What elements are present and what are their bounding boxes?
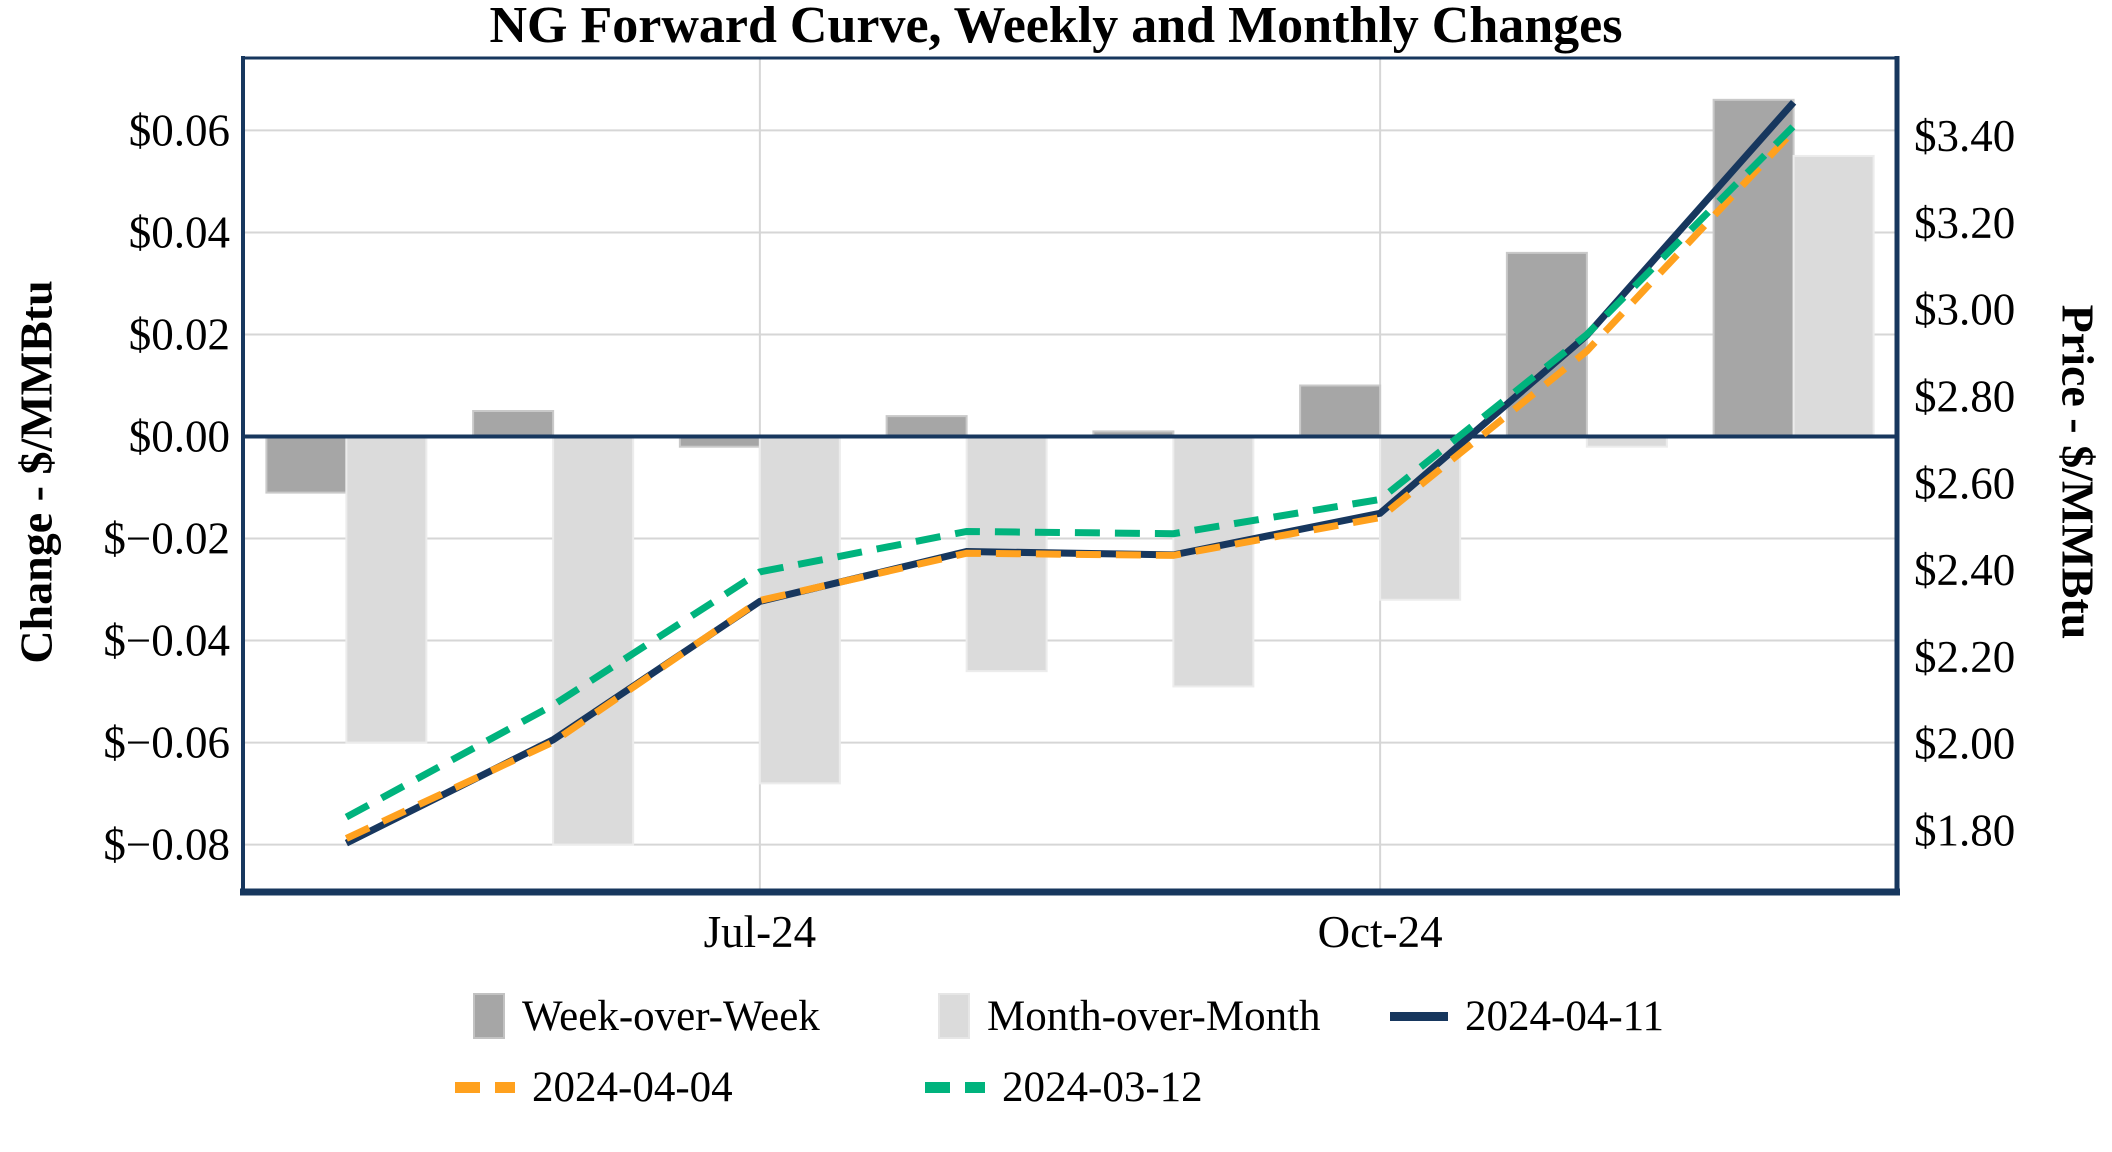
month-over-month-bar <box>1172 435 1255 688</box>
week-over-week-bar <box>1299 384 1382 438</box>
month-over-month-bar <box>1792 154 1875 438</box>
week-over-week-bar <box>885 415 968 438</box>
legend-label: Week-over-Week <box>522 992 820 1040</box>
left-axis-tick-label: $0.00 <box>129 412 230 462</box>
legend-item-month-over-month: Month-over-Month <box>938 991 1321 1041</box>
legend-item-2024-04-04: 2024-04-04 <box>455 1062 733 1112</box>
right-axis-tick-label: $1.80 <box>1914 806 2015 856</box>
x-axis-tick-label: Oct-24 <box>1318 907 1443 957</box>
legend-label: 2024-03-12 <box>1002 1063 1203 1111</box>
right-axis-tick-label: $2.40 <box>1914 545 2015 595</box>
legend-label: 2024-04-11 <box>1465 992 1665 1040</box>
left-axis-tick-label: $0.04 <box>129 207 230 257</box>
week-over-week-bar <box>1712 98 1795 438</box>
chart-title: NG Forward Curve, Weekly and Monthly Cha… <box>489 0 1623 54</box>
x-axis-tick-label: Jul-24 <box>704 907 817 957</box>
legend-item-2024-03-12: 2024-03-12 <box>925 1062 1203 1112</box>
right-axis-tick-label: $2.20 <box>1914 632 2015 682</box>
price-line-2024-03-12 <box>344 123 1797 821</box>
week-over-week-bar <box>265 435 348 494</box>
month-over-month-bar <box>758 435 841 785</box>
right-axis-tick-label: $3.20 <box>1914 198 2015 248</box>
left-axis-tick-label: $−0.04 <box>103 616 230 666</box>
green-dashed-line-swatch <box>925 1081 985 1093</box>
legend-label: 2024-04-04 <box>532 1063 733 1111</box>
legend-item-2024-04-11: 2024-04-11 <box>1390 991 1664 1041</box>
month-over-month-bar <box>1379 435 1462 601</box>
price-line-2024-04-04 <box>344 128 1797 842</box>
left-axis-tick-label: $0.06 <box>129 105 230 155</box>
left-axis-tick-label: $0.02 <box>129 309 230 359</box>
orange-dashed-line-swatch <box>455 1081 515 1093</box>
month-over-month-bar <box>552 435 635 846</box>
left-axis-tick-label: $−0.06 <box>103 718 230 768</box>
left-axis-tick-label: $−0.02 <box>103 514 230 564</box>
right-axis-tick-label: $2.80 <box>1914 372 2015 422</box>
solid-line-swatch <box>1390 1011 1448 1021</box>
legend-label: Month-over-Month <box>987 992 1321 1040</box>
week-over-week-bar <box>472 410 555 438</box>
right-axis-tick-label: $2.60 <box>1914 458 2015 508</box>
legend-item-week-over-week: Week-over-Week <box>473 991 820 1041</box>
right-axis-tick-label: $2.00 <box>1914 719 2015 769</box>
right-axis-tick-label: $3.40 <box>1914 111 2015 161</box>
right-axis-tick-label: $3.00 <box>1914 285 2015 335</box>
week-over-week-bar-swatch <box>473 993 505 1039</box>
month-over-month-bar-swatch <box>938 993 970 1039</box>
left-axis-tick-label: $−0.08 <box>103 820 230 870</box>
month-over-month-bar <box>345 435 428 744</box>
